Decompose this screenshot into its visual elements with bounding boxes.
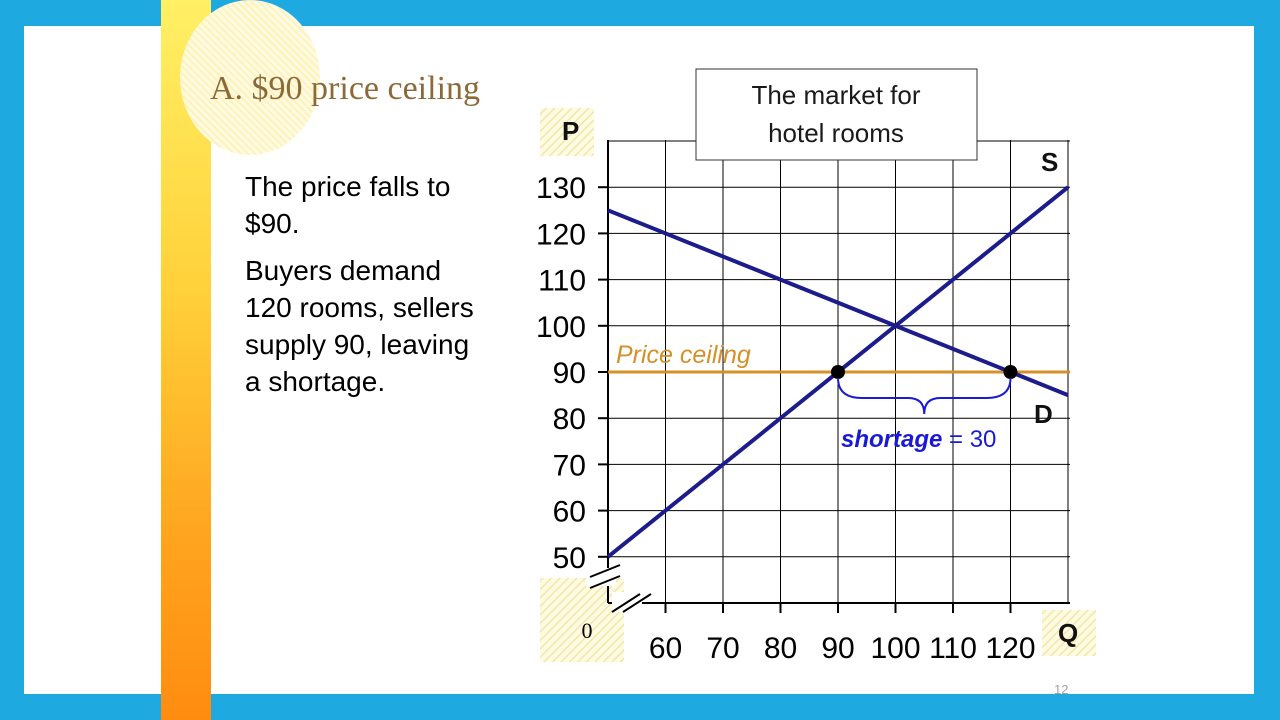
p-label-highlight <box>540 108 594 156</box>
chart-title-box <box>695 68 978 161</box>
x-tick-label: 110 <box>929 632 977 665</box>
shortage-label-bold: shortage <box>841 426 942 453</box>
x-axis-break-mark <box>622 593 652 613</box>
price-ceiling-label: Price ceiling <box>616 341 751 369</box>
y-tick-label: 50 <box>553 542 586 575</box>
chart-title: The market for hotel rooms <box>751 80 920 148</box>
intersection-point <box>1003 365 1018 379</box>
demand-label: D <box>1034 399 1053 429</box>
x-tick-label: 70 <box>706 632 739 665</box>
y-axis-label: P <box>562 116 579 146</box>
intersection-point <box>831 365 845 379</box>
x-tick-label: 100 <box>870 632 920 665</box>
x-tick-label: 80 <box>764 632 797 665</box>
q-label-highlight <box>1042 610 1096 656</box>
shortage-brace <box>837 377 1012 415</box>
x-tick-label: 60 <box>649 632 682 665</box>
y-axis-break-mark <box>589 564 621 578</box>
slide-number: 12 <box>1054 682 1069 697</box>
slide-title: A. $90 price ceiling <box>210 70 481 107</box>
chart-axes <box>586 140 1070 613</box>
x-tick-label: 90 <box>821 632 854 665</box>
decorative-circle <box>180 0 320 155</box>
chart-title-line: The market for <box>751 80 920 110</box>
y-tick-label: 80 <box>553 403 586 436</box>
chart-lines <box>606 185 1070 559</box>
y-tick-label: 100 <box>536 311 586 344</box>
y-tick-label: 70 <box>553 449 586 482</box>
x-axis-break-mark <box>611 593 641 613</box>
supply-label: S <box>1041 147 1058 177</box>
chart-title-line: hotel rooms <box>768 118 904 148</box>
paragraph-shortage: Buyers demand 120 rooms, sellers supply … <box>245 255 474 397</box>
shortage-label-value: = 30 <box>942 426 996 453</box>
x-axis-label: Q <box>1058 618 1078 648</box>
body-text: The price falls to $90. Buyers demand 12… <box>245 168 480 410</box>
x-tick-label: 120 <box>985 632 1035 665</box>
y-axis-break-mark <box>589 575 621 589</box>
y-tick-label: 130 <box>536 172 586 205</box>
chart-grid <box>608 140 1070 603</box>
y-tick-label: 90 <box>553 357 586 390</box>
paragraph-price-falls: The price falls to $90. <box>245 171 451 239</box>
y-tick-label: 110 <box>538 265 586 298</box>
origin-label: 0 <box>582 618 593 643</box>
demand-curve <box>607 208 1069 397</box>
y-tick-label: 120 <box>536 218 586 251</box>
shortage-label: shortage = 30 <box>841 426 996 453</box>
y-tick-label: 60 <box>553 496 586 529</box>
origin-highlight <box>540 578 624 662</box>
